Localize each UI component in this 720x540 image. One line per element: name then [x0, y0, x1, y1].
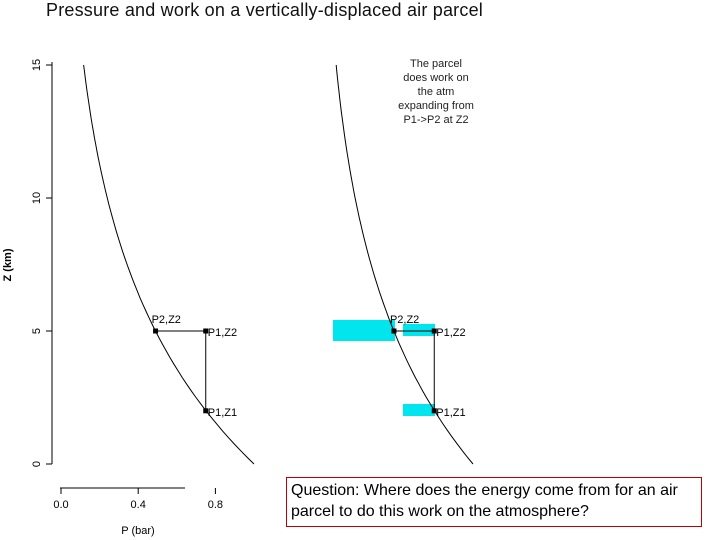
point-marker-p1z1-right — [431, 408, 437, 414]
point-marker-p2z2-right — [391, 328, 397, 334]
x-ticks: 0.0 0.4 0.8 — [53, 488, 223, 511]
point-label-p1z2-right: P1,Z2 — [436, 327, 465, 339]
point-marker-p1z2-right — [431, 328, 437, 334]
panel-left: P2,Z2 P1,Z2 P1,Z1 — [83, 64, 255, 465]
pressure-curve-right — [335, 64, 474, 465]
chart-title: Pressure and work on a vertically-displa… — [46, 0, 483, 20]
y-tick-label-5: 5 — [31, 328, 43, 334]
highlight-p1z2-band — [403, 324, 435, 336]
x-axis-label: P (bar) — [121, 525, 154, 537]
y-tick-label-0: 0 — [31, 461, 43, 467]
point-marker-p1z2-left — [203, 328, 209, 334]
panel-right: P2,Z2 P1,Z2 P1,Z1 The parcel does work on… — [333, 58, 474, 465]
y-ticks: 0 5 10 15 — [31, 59, 52, 467]
point-label-p2z2-right: P2,Z2 — [390, 314, 419, 326]
question-box: Question: Where does the energy come fro… — [286, 477, 702, 527]
point-label-p1z1-left: P1,Z1 — [208, 407, 237, 419]
pressure-curve-left — [83, 64, 255, 465]
point-marker-p2z2-left — [153, 328, 159, 334]
x-tick-label-0.0: 0.0 — [53, 499, 68, 511]
y-axis-label: Z (km) — [2, 248, 14, 281]
highlight-p1z1-band — [403, 404, 435, 416]
highlight-p2z2-band — [333, 320, 395, 341]
point-label-p1z2-left: P1,Z2 — [208, 327, 237, 339]
point-marker-p1z1-left — [203, 408, 209, 414]
x-tick-label-0.4: 0.4 — [131, 499, 146, 511]
point-label-p2z2-left: P2,Z2 — [152, 314, 181, 326]
point-label-p1z1-right: P1,Z1 — [436, 407, 465, 419]
x-tick-label-0.8: 0.8 — [208, 499, 223, 511]
y-tick-label-10: 10 — [31, 192, 43, 204]
work-annotation: The parcel does work on the atm expanding f… — [398, 58, 474, 126]
y-tick-label-15: 15 — [31, 59, 43, 71]
